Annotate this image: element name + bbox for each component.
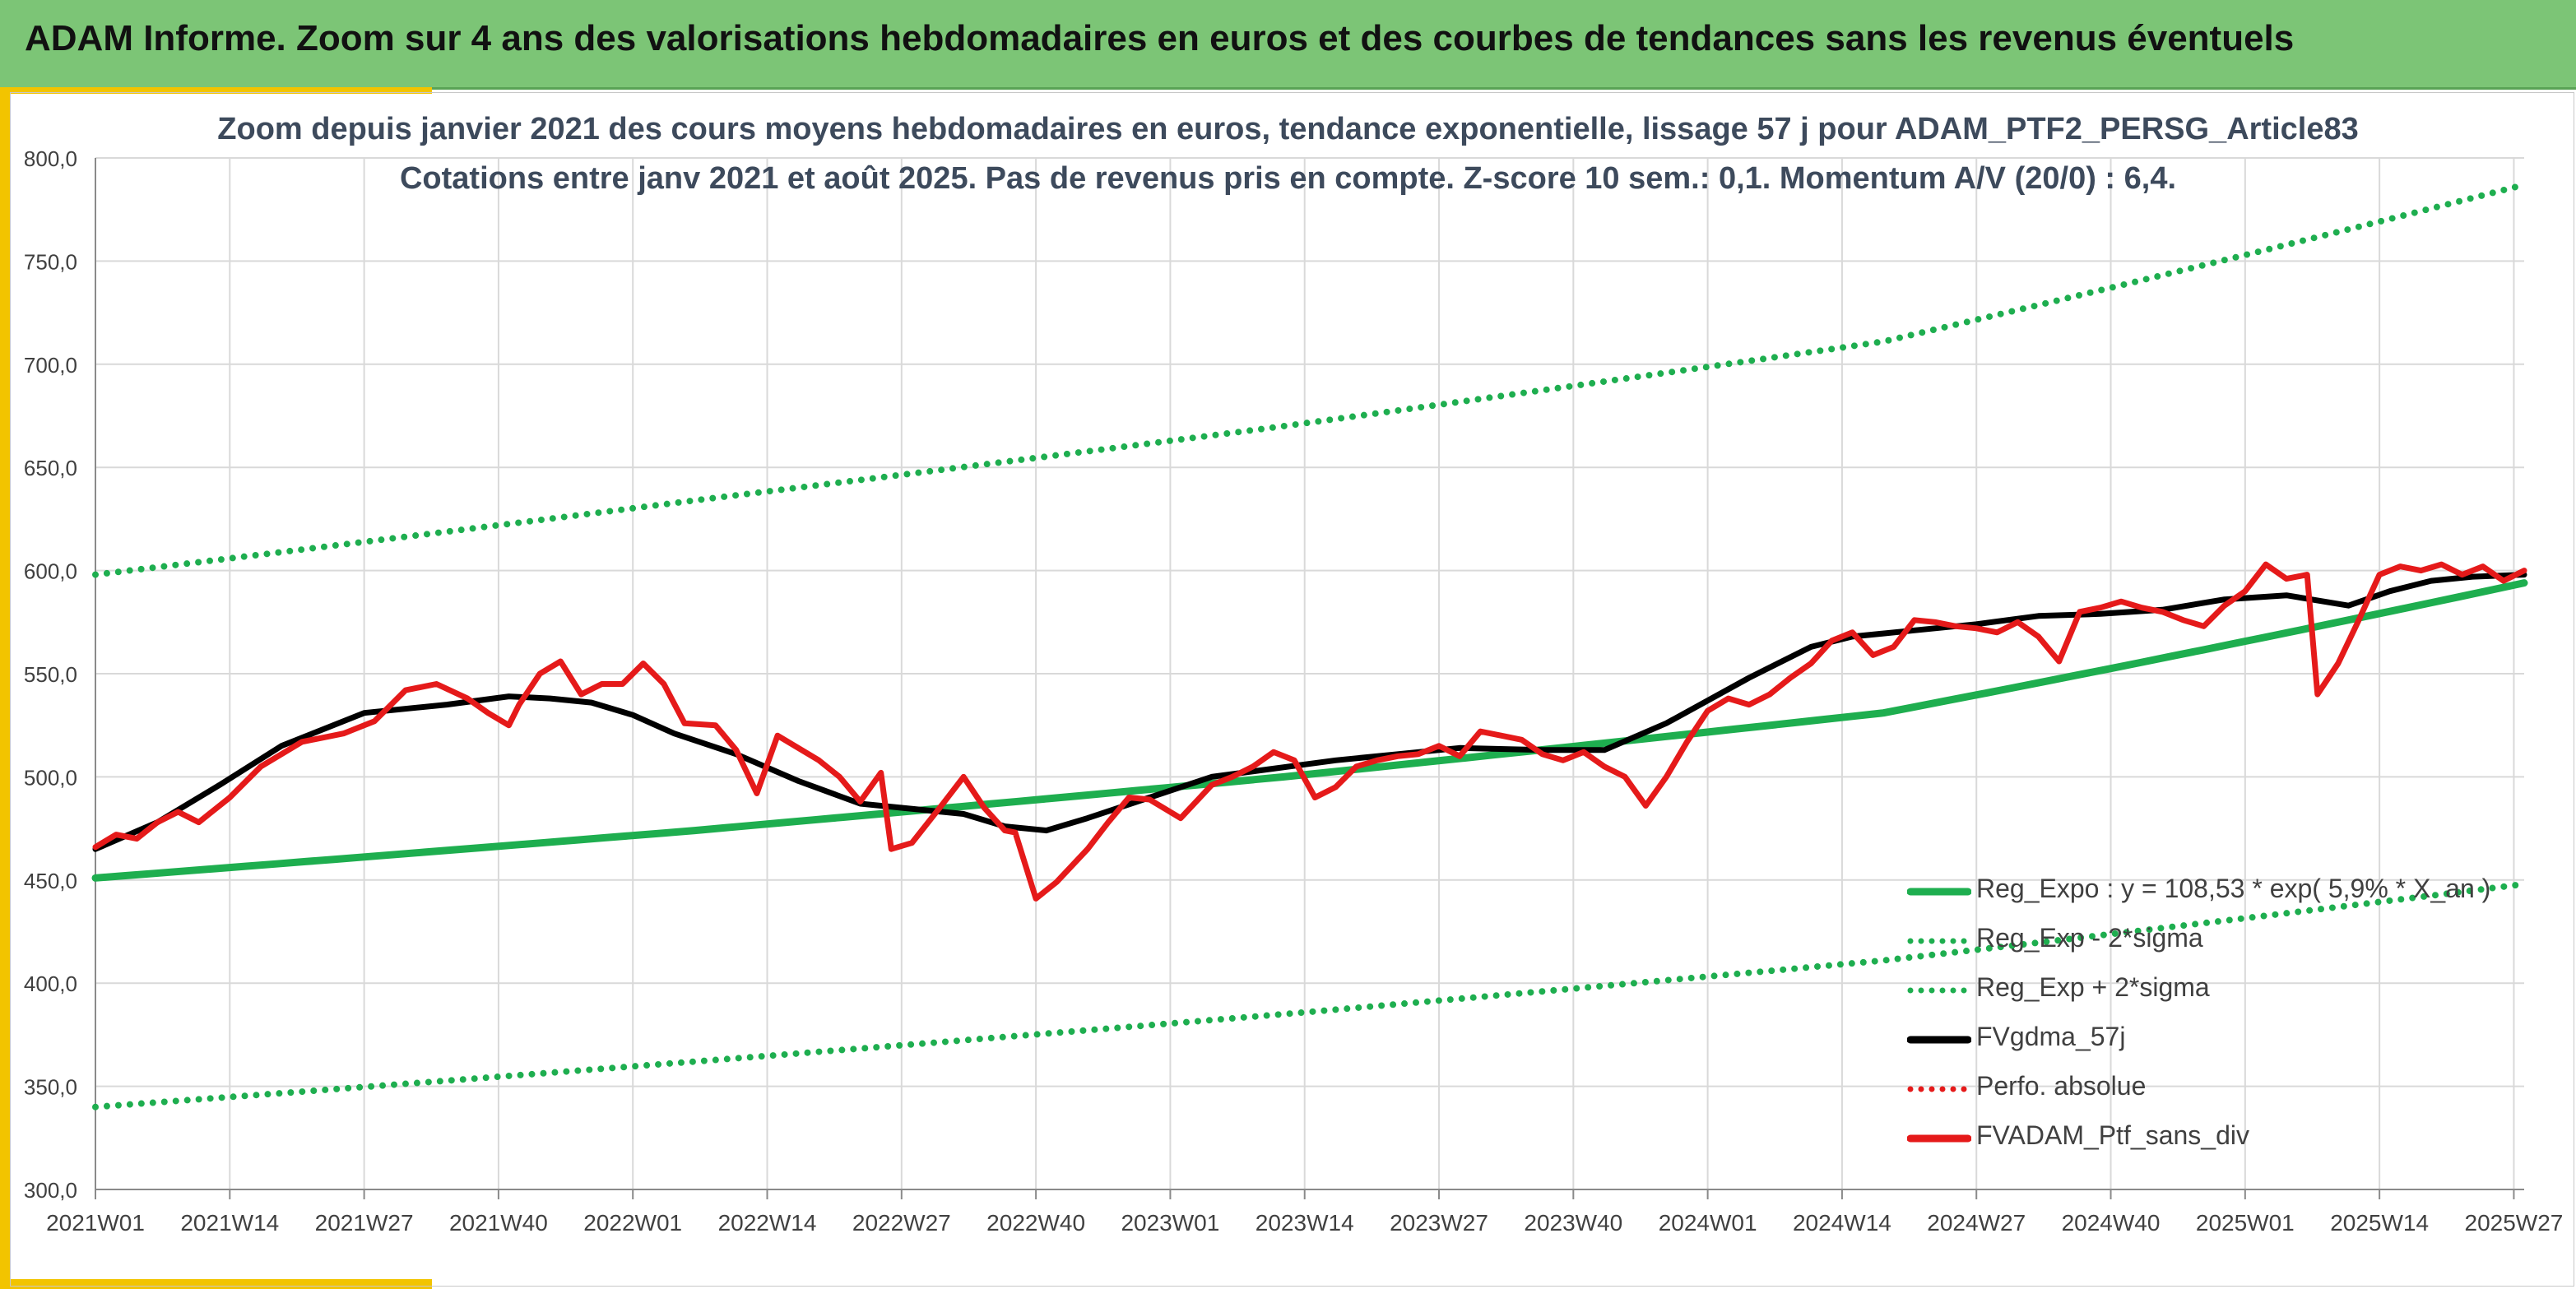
x-tick-label: 2024W14	[1793, 1210, 1891, 1236]
y-tick-label: 700,0	[24, 353, 77, 378]
legend-swatch	[1907, 1134, 1971, 1143]
x-tick-label: 2022W14	[718, 1210, 817, 1236]
x-tick-label: 2021W40	[449, 1210, 548, 1236]
legend-swatch	[1907, 1086, 1971, 1092]
y-tick-label: 400,0	[24, 971, 77, 996]
x-tick-label: 2021W14	[180, 1210, 279, 1236]
legend-label: Reg_Exp - 2*sigma	[1976, 923, 2203, 953]
legend-label: Perfo. absolue	[1976, 1071, 2147, 1101]
x-tick-label: 2024W01	[1659, 1210, 1757, 1236]
series-fvgdma-57j	[92, 572, 2527, 852]
x-tick-label: 2025W27	[2465, 1210, 2564, 1236]
accent-bar-left	[0, 87, 10, 1289]
chart-subtitle: Cotations entre janv 2021 et août 2025. …	[399, 161, 2177, 196]
legend-swatch	[1907, 938, 1971, 944]
x-tick-label: 2024W40	[2062, 1210, 2161, 1236]
legend-swatch	[1907, 1036, 1971, 1044]
x-tick-label: 2023W27	[1390, 1210, 1488, 1236]
x-tick-label: 2024W27	[1927, 1210, 2026, 1236]
x-tick-label: 2023W40	[1524, 1210, 1622, 1236]
series-lines	[91, 181, 2528, 1110]
x-tick-label: 2022W40	[986, 1210, 1085, 1236]
y-tick-label: 600,0	[24, 559, 77, 584]
y-tick-label: 550,0	[24, 662, 77, 687]
y-tick-label: 650,0	[24, 456, 77, 480]
legend-label: FVgdma_57j	[1976, 1022, 2126, 1051]
legend-swatch	[1907, 987, 1971, 994]
accent-bar-top	[0, 87, 432, 94]
legend-label: FVADAM_Ptf_sans_div	[1976, 1120, 2249, 1150]
series-reg-expo	[91, 579, 2528, 882]
x-tick-label: 2022W27	[852, 1210, 951, 1236]
x-tick-label: 2021W01	[46, 1210, 145, 1236]
chart-title: Zoom depuis janvier 2021 des cours moyen…	[217, 112, 2359, 146]
y-tick-label: 450,0	[24, 869, 77, 893]
y-tick-label: 800,0	[24, 146, 77, 171]
title-banner: ADAM Informe. Zoom sur 4 ans des valoris…	[0, 0, 2576, 90]
x-tick-label: 2023W01	[1121, 1210, 1219, 1236]
axes: 300,0 350,0 400,0 450,0 500,0 550,0 600,0 650,0…	[24, 146, 2563, 1236]
legend-label: Reg_Expo : y = 108,53 * exp( 5,9% * X_an…	[1976, 874, 2491, 903]
gridlines	[95, 157, 2524, 1190]
series-reg-exp-plus-2sigma	[92, 181, 2527, 578]
series-fvadam-ptf	[92, 561, 2527, 902]
legend-swatch	[1907, 888, 1971, 896]
x-tick-label: 2021W27	[315, 1210, 414, 1236]
x-tick-label: 2023W14	[1256, 1210, 1354, 1236]
x-tick-label: 2025W14	[2330, 1210, 2429, 1236]
chart-frame	[10, 92, 2574, 1287]
y-tick-label: 750,0	[24, 249, 77, 274]
accent-bar-bottom	[0, 1279, 432, 1289]
x-tick-label: 2025W01	[2196, 1210, 2295, 1236]
x-tick-label: 2022W01	[583, 1210, 682, 1236]
series-reg-exp-minus-2sigma	[92, 880, 2527, 1110]
banner-title: ADAM Informe. Zoom sur 4 ans des valoris…	[25, 18, 2295, 58]
y-tick-label: 500,0	[24, 765, 77, 790]
y-tick-label: 350,0	[24, 1075, 77, 1100]
legend-label: Reg_Exp + 2*sigma	[1976, 972, 2210, 1002]
y-tick-label: 300,0	[24, 1178, 77, 1203]
